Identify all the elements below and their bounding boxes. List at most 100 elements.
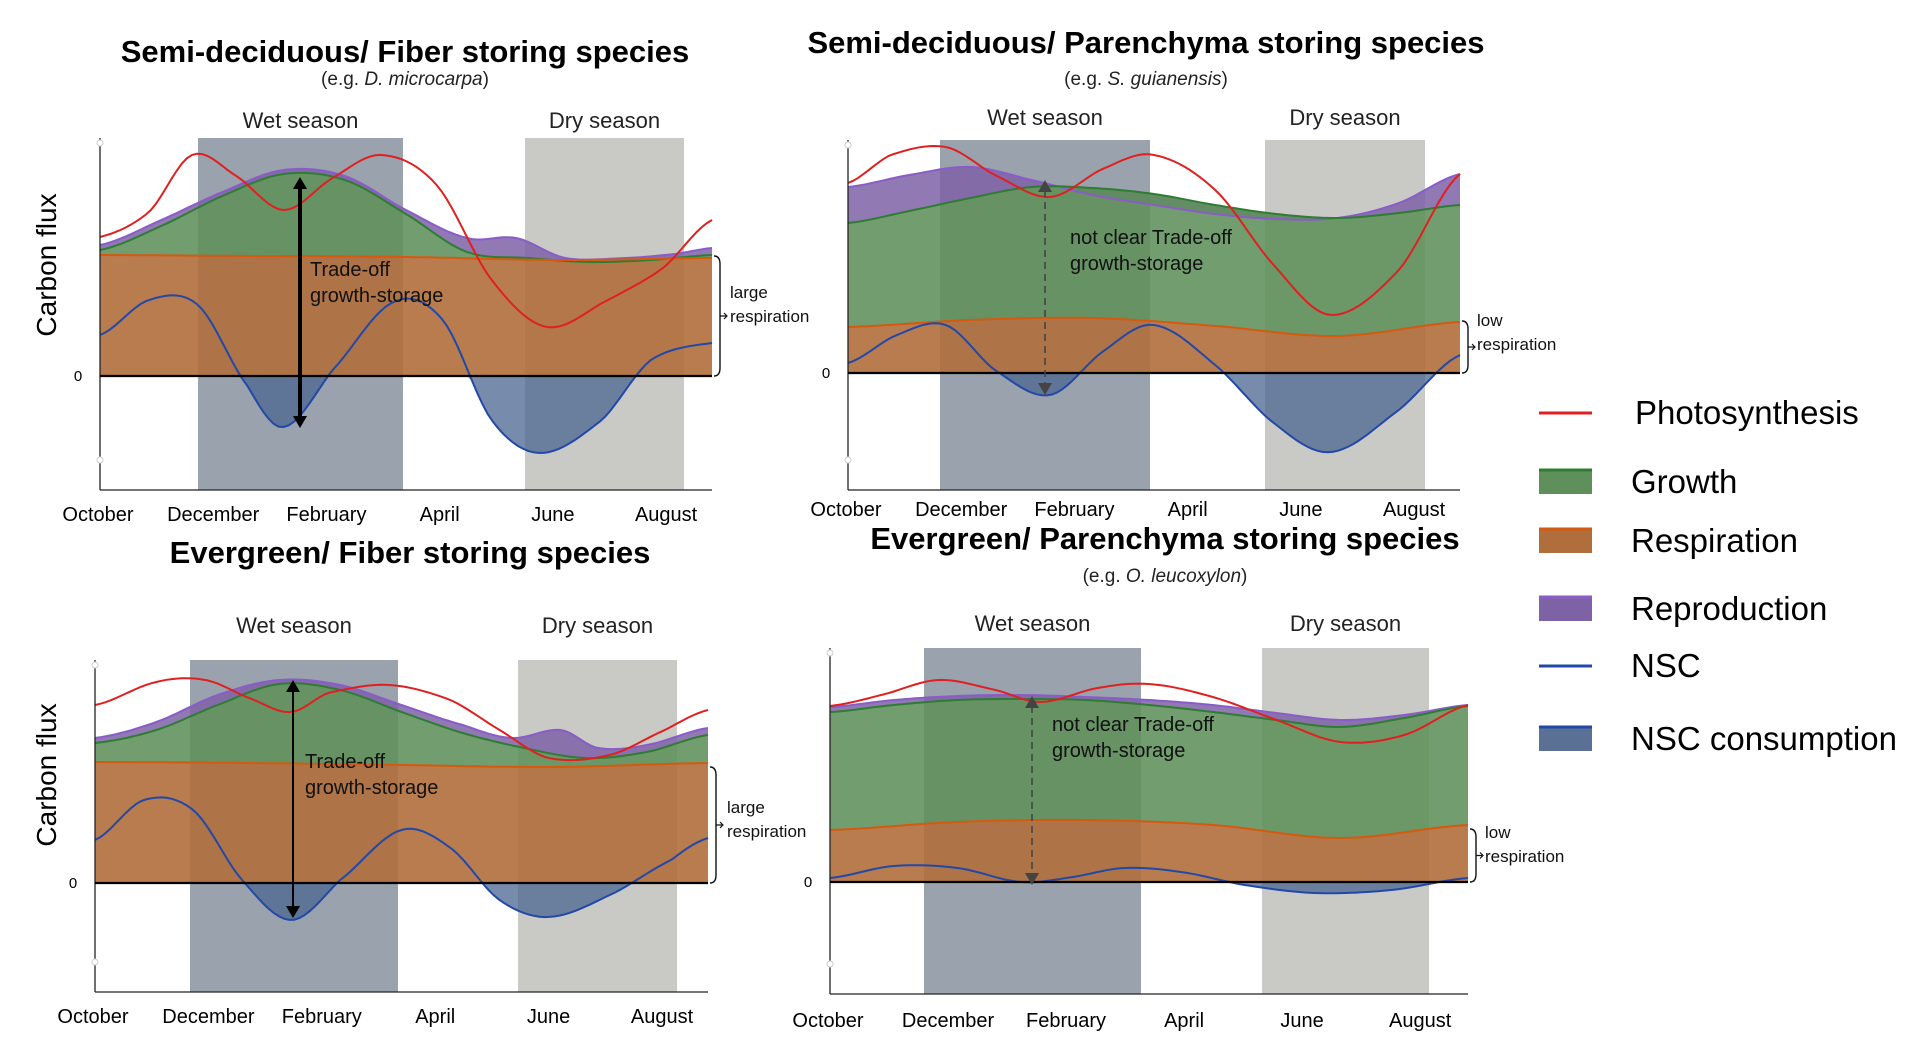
panel-title: Evergreen/ Parenchyma storing species xyxy=(870,521,1459,556)
month-label: April xyxy=(1164,1010,1204,1032)
respiration-line xyxy=(95,761,709,768)
legend-swatch xyxy=(1539,597,1592,621)
tradeoff-arrow xyxy=(293,177,307,428)
axis-handle xyxy=(91,958,99,966)
reproduction-line xyxy=(94,678,709,751)
photosynthesis-line xyxy=(94,677,709,762)
month-label: February xyxy=(1026,1010,1106,1032)
growth-area xyxy=(95,683,708,767)
respiration-area xyxy=(848,317,1460,373)
wet-season-label: Wet season xyxy=(975,611,1091,636)
month-label: December xyxy=(915,499,1008,521)
respiration-note-line1: low xyxy=(1485,823,1511,842)
panel-title: Evergreen/ Fiber storing species xyxy=(170,535,651,570)
bracket-arrow-icon xyxy=(720,312,728,320)
dry-season-label: Dry season xyxy=(549,108,660,133)
panel-ever-parenchyma: Evergreen/ Parenchyma storing species (e.… xyxy=(792,521,1564,1032)
bracket-arrow-icon xyxy=(716,821,724,829)
reproduction-area xyxy=(830,695,1468,727)
subtitle-species: D. microcarpa xyxy=(364,69,482,90)
y-axis-label: Carbon flux xyxy=(31,703,62,846)
axis-handle xyxy=(826,960,834,968)
respiration-note-line1: large xyxy=(730,283,768,302)
month-label: October xyxy=(792,1010,863,1032)
wet-season-label: Wet season xyxy=(987,105,1103,130)
panel-semi-fiber: Semi-deciduous/ Fiber storing species(e.… xyxy=(31,34,809,526)
subtitle-species: S. guianensis xyxy=(1107,69,1222,90)
month-label: June xyxy=(527,1006,570,1028)
month-label: February xyxy=(282,1006,362,1028)
legend-label: Respiration xyxy=(1631,522,1798,559)
reproduction-area xyxy=(95,679,708,759)
axis-handle xyxy=(844,456,852,464)
subtitle-prefix: (e.g. xyxy=(1064,69,1107,90)
tradeoff-label-line2: growth-storage xyxy=(305,777,438,799)
dry-season-label: Dry season xyxy=(1289,105,1400,130)
growth-line xyxy=(829,698,1469,728)
month-label: June xyxy=(531,504,574,526)
zero-label: 0 xyxy=(822,365,830,382)
month-label: December xyxy=(162,1006,255,1028)
month-label: February xyxy=(1034,499,1114,521)
month-label: October xyxy=(57,1006,128,1028)
tradeoff-label-line1: Trade-off xyxy=(305,751,385,773)
month-label: June xyxy=(1279,499,1322,521)
wet-season-label: Wet season xyxy=(243,108,359,133)
nsc-line xyxy=(99,294,713,454)
respiration-line xyxy=(829,818,1469,840)
zero-label: 0 xyxy=(74,368,82,385)
respiration-note-line1: large xyxy=(727,798,765,817)
respiration-area xyxy=(95,762,708,883)
month-label: August xyxy=(635,504,698,526)
legend-swatch xyxy=(1539,470,1592,494)
legend-item-growth: Growth xyxy=(1539,463,1737,500)
month-label: December xyxy=(167,504,260,526)
tradeoff-arrow xyxy=(1038,180,1052,395)
respiration-note-line2: respiration xyxy=(1477,335,1556,354)
tradeoff-label-line2: growth-storage xyxy=(1052,740,1185,762)
dry-season-label: Dry season xyxy=(1290,611,1401,636)
y-axis-label: Carbon flux xyxy=(31,193,62,336)
photosynthesis-line xyxy=(847,144,1461,317)
legend-swatch xyxy=(1539,727,1592,751)
legend-label: NSC xyxy=(1631,647,1701,684)
panel-semi-parenchyma: Semi-deciduous/ Parenchyma storing speci… xyxy=(807,25,1556,521)
legend-item-photosynthesis: Photosynthesis xyxy=(1539,394,1859,431)
month-label: October xyxy=(62,504,133,526)
subtitle-suffix: ) xyxy=(483,69,489,90)
tradeoff-label-line1: Trade-off xyxy=(310,259,390,281)
panel-subtitle: (e.g. O. leucoxylon) xyxy=(1083,566,1248,587)
growth-line xyxy=(94,682,709,760)
nsc-line xyxy=(94,796,709,921)
legend-label: Photosynthesis xyxy=(1635,394,1859,431)
respiration-note-line2: respiration xyxy=(1485,847,1564,866)
legend-item-respiration: Respiration xyxy=(1539,522,1798,559)
tradeoff-label-line1: not clear Trade-off xyxy=(1070,227,1232,249)
growth-line xyxy=(99,171,713,264)
legend-item-nsc: NSC xyxy=(1539,647,1701,684)
respiration-area xyxy=(100,255,712,376)
axis-handle xyxy=(826,649,834,657)
month-label: February xyxy=(286,504,366,526)
panel-title: Semi-deciduous/ Fiber storing species xyxy=(121,34,689,69)
panel-ever-fiber: Evergreen/ Fiber storing species Wet seas… xyxy=(31,535,806,1028)
reproduction-line xyxy=(829,694,1469,721)
growth-line xyxy=(847,185,1461,224)
respiration-bracket xyxy=(709,766,717,884)
respiration-line xyxy=(847,316,1461,337)
tradeoff-arrow xyxy=(1025,696,1039,885)
month-label: August xyxy=(1383,499,1446,521)
photosynthesis-line xyxy=(99,152,713,329)
month-label: August xyxy=(1389,1010,1452,1032)
tradeoff-label-line2: growth-storage xyxy=(1070,253,1203,275)
nsc-consumption-area xyxy=(95,883,708,920)
panel-subtitle: (e.g. D. microcarpa) xyxy=(321,69,489,90)
respiration-bracket xyxy=(713,255,721,377)
respiration-note-line2: respiration xyxy=(727,822,806,841)
respiration-area xyxy=(830,819,1468,882)
month-label: April xyxy=(415,1006,455,1028)
growth-area xyxy=(100,172,712,263)
zero-label: 0 xyxy=(804,874,812,891)
wet-season-label: Wet season xyxy=(236,613,352,638)
respiration-bracket xyxy=(1469,828,1477,883)
